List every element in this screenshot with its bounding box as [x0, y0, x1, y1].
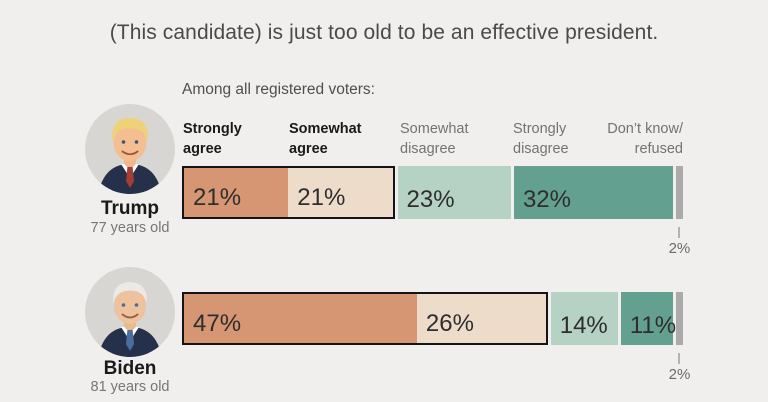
- trump-segment-dont-know: [675, 166, 683, 219]
- trump-portrait-icon: [85, 104, 175, 194]
- biden-avatar: [85, 267, 175, 357]
- biden-value-somewhat-disagree: 14%: [559, 312, 608, 339]
- biden-age-label: 81 years old: [90, 379, 170, 395]
- biden-name-label: Biden: [103, 358, 157, 379]
- biden-value-strongly-disagree: 11%: [629, 312, 677, 339]
- chart-subtitle: Among all registered voters:: [182, 81, 375, 98]
- biden-segment-dont-know: [675, 292, 683, 345]
- trump-avatar: [85, 104, 175, 194]
- trump-bar: 21% 21% 23% 32% 2%: [182, 166, 690, 257]
- biden-value-dont-know: 2%: [668, 366, 691, 383]
- biden-segment-strongly-disagree: 11%: [620, 292, 677, 345]
- trump-value-somewhat-agree: 21%: [297, 184, 346, 211]
- trump-agree-outline: 21% 21%: [182, 166, 395, 219]
- header-somewhat-agree: Somewhat agree: [289, 121, 362, 157]
- header-strongly-disagree: Strongly disagree: [513, 121, 569, 157]
- biden-portrait-icon: [85, 267, 175, 357]
- trump-segment-somewhat-disagree: 23%: [397, 166, 511, 219]
- trump-dont-know-tick: [678, 227, 681, 238]
- trump-value-strongly-disagree: 32%: [522, 186, 571, 213]
- biden-dont-know-tick: [678, 353, 681, 364]
- trump-segment-strongly-disagree: 32%: [513, 166, 673, 219]
- trump-segment-strongly-agree: 21%: [184, 168, 289, 217]
- biden-segment-strongly-agree: 47%: [184, 294, 417, 343]
- trump-value-strongly-agree: 21%: [193, 184, 242, 211]
- trump-segment-somewhat-agree: 21%: [288, 168, 393, 217]
- trump-value-dont-know: 2%: [668, 240, 691, 257]
- chart-title: (This candidate) is just too old to be a…: [109, 21, 659, 44]
- biden-agree-outline: 47% 26%: [182, 292, 548, 345]
- biden-bar: 47% 26% 14% 11% 2%: [182, 292, 690, 383]
- trump-value-somewhat-disagree: 23%: [406, 186, 455, 213]
- biden-value-somewhat-agree: 26%: [425, 310, 474, 337]
- header-somewhat-disagree: Somewhat disagree: [400, 121, 469, 157]
- header-dont-know-refused: Don’t know/refused: [607, 121, 683, 157]
- biden-value-strongly-agree: 47%: [193, 310, 242, 337]
- trump-age-label: 77 years old: [90, 220, 170, 236]
- biden-segment-somewhat-agree: 26%: [416, 294, 546, 343]
- header-strongly-agree: Strongly agree: [183, 121, 242, 157]
- biden-segment-somewhat-disagree: 14%: [550, 292, 618, 345]
- trump-name-label: Trump: [100, 198, 160, 219]
